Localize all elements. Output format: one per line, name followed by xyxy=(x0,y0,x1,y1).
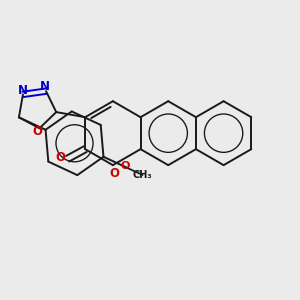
Text: O: O xyxy=(110,167,120,180)
Text: O: O xyxy=(55,152,65,164)
Text: CH₃: CH₃ xyxy=(133,170,152,180)
Text: O: O xyxy=(121,161,130,171)
Text: N: N xyxy=(18,84,28,97)
Text: O: O xyxy=(32,125,42,138)
Text: N: N xyxy=(40,80,50,93)
